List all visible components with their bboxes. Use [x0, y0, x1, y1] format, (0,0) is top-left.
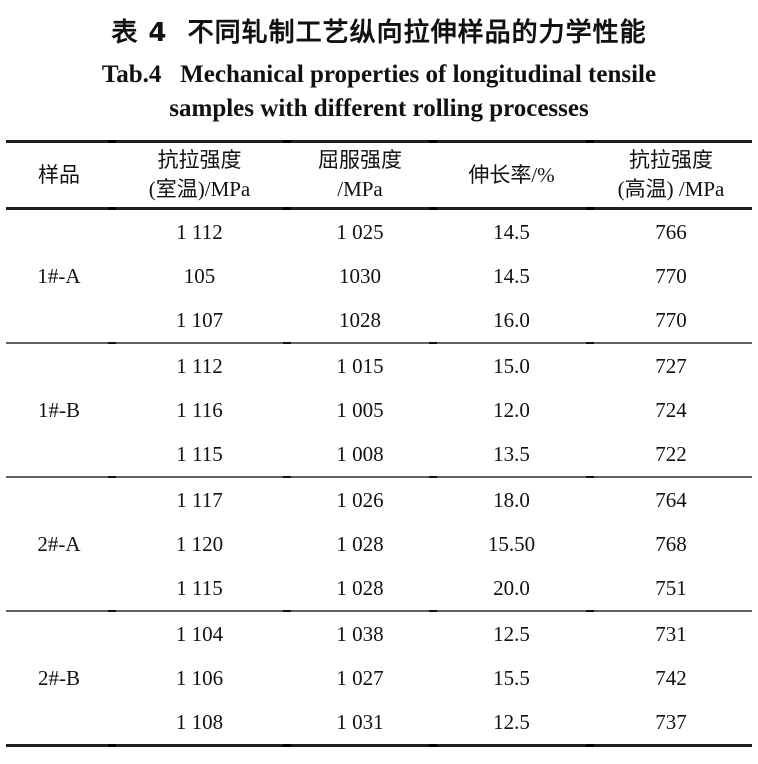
cell-tensile-ht: 731 [655, 621, 687, 646]
header-cell-tensile-rt: 抗拉强度 (室温)/MPa [112, 143, 287, 207]
header-bottom-rule [6, 207, 752, 210]
cell-yield: 1 008 [336, 441, 384, 466]
cell-tensile-rt: 1 116 [176, 397, 223, 422]
cell-tensile-rt: 1 117 [176, 487, 223, 512]
table-header-row: 样品 抗拉强度 (室温)/MPa 屈服强度 /MPa 伸长率/% 抗拉强度 (高… [6, 143, 752, 207]
cell-yield: 1 031 [336, 709, 384, 734]
cell-tensile-rt: 1 115 [176, 441, 223, 466]
group-separator-rule [6, 610, 752, 612]
sample-group-1B: 1#-B 1 112 1 015 15.0 727 1 116 1 005 12… [6, 344, 752, 476]
sample-label: 2#-A [37, 531, 81, 556]
header-cell-sample: 样品 [6, 143, 112, 207]
cell-tensile-ht: 770 [655, 307, 687, 332]
table-title-en-line1: Tab.4 Mechanical properties of longitudi… [101, 61, 657, 88]
table-title-zh: 表 4 不同轧制工艺纵向拉伸样品的力学性能 [111, 18, 647, 48]
sample-group-2A: 2#-A 1 117 1 026 18.0 764 1 120 1 028 15… [6, 478, 752, 610]
cell-tensile-ht: 737 [655, 709, 687, 734]
cell-yield: 1 025 [336, 219, 384, 244]
cell-tensile-rt: 1 112 [176, 353, 223, 378]
cell-elongation: 18.0 [493, 487, 530, 512]
cell-tensile-rt: 1 112 [176, 219, 223, 244]
cell-yield: 1 005 [336, 397, 384, 422]
table-top-rule [6, 140, 752, 143]
cell-tensile-ht: 764 [655, 487, 687, 512]
sample-group-1A: 1#-A 1 112 1 025 14.5 766 105 1030 14.5 … [6, 210, 752, 342]
cell-tensile-ht: 727 [655, 353, 687, 378]
data-table: 样品 抗拉强度 (室温)/MPa 屈服强度 /MPa 伸长率/% 抗拉强度 (高… [6, 140, 752, 747]
cell-yield: 1 026 [336, 487, 384, 512]
cell-elongation: 14.5 [493, 263, 530, 288]
cell-tensile-ht: 722 [655, 441, 687, 466]
group-separator-rule [6, 342, 752, 344]
header-cell-tensile-ht: 抗拉强度 (高温) /MPa [590, 143, 752, 207]
header-tensile-rt-line1: 抗拉强度 [157, 148, 242, 172]
cell-tensile-ht: 768 [655, 531, 687, 556]
cell-yield: 1030 [339, 263, 381, 288]
sample-label: 2#-B [38, 665, 80, 690]
table-title-en-line2: samples with different rolling processes [169, 95, 589, 122]
cell-tensile-rt: 1 115 [176, 575, 223, 600]
cell-tensile-ht: 766 [655, 219, 687, 244]
cell-tensile-ht: 770 [655, 263, 687, 288]
cell-yield: 1 028 [336, 575, 384, 600]
header-tensile-ht-line1: 抗拉强度 [629, 148, 713, 172]
header-elongation-label: 伸长率/% [468, 162, 555, 187]
cell-tensile-rt: 1 108 [175, 709, 224, 734]
cell-tensile-rt: 1 106 [175, 665, 224, 690]
header-cell-yield: 屈服强度 /MPa [287, 143, 433, 207]
cell-yield: 1 038 [336, 621, 384, 646]
cell-elongation: 20.0 [493, 575, 530, 600]
cell-elongation: 12.5 [493, 621, 530, 646]
cell-elongation: 15.0 [493, 353, 530, 378]
header-tensile-ht-line2: (高温) /MPa [617, 177, 725, 201]
header-yield-line1: 屈服强度 [318, 148, 402, 172]
header-tensile-rt-line2: (室温)/MPa [148, 177, 251, 201]
cell-yield: 1 028 [336, 531, 384, 556]
cell-yield: 1 027 [336, 665, 384, 690]
header-sample-label: 样品 [38, 162, 80, 187]
cell-tensile-rt: 1 104 [175, 621, 224, 646]
cell-elongation: 12.0 [493, 397, 530, 422]
cell-elongation: 15.50 [487, 531, 536, 556]
sample-group-2B: 2#-B 1 104 1 038 12.5 731 1 106 1 027 15… [6, 612, 752, 744]
cell-tensile-ht: 724 [655, 397, 687, 422]
cell-tensile-rt: 1 107 [175, 307, 224, 332]
cell-yield: 1028 [339, 307, 381, 332]
cell-elongation: 13.5 [493, 441, 530, 466]
sample-label: 1#-A [37, 263, 81, 288]
sample-label: 1#-B [38, 397, 80, 422]
cell-elongation: 16.0 [493, 307, 530, 332]
group-separator-rule [6, 476, 752, 478]
header-cell-elongation: 伸长率/% [433, 143, 590, 207]
cell-elongation: 12.5 [493, 709, 530, 734]
cell-tensile-ht: 751 [655, 575, 687, 600]
cell-elongation: 15.5 [493, 665, 530, 690]
cell-tensile-rt: 105 [183, 263, 216, 288]
table-bottom-rule [6, 744, 752, 747]
cell-tensile-ht: 742 [655, 665, 687, 690]
header-yield-line2: /MPa [337, 177, 383, 201]
cell-tensile-rt: 1 120 [175, 531, 224, 556]
cell-elongation: 14.5 [493, 219, 530, 244]
cell-yield: 1 015 [336, 353, 384, 378]
